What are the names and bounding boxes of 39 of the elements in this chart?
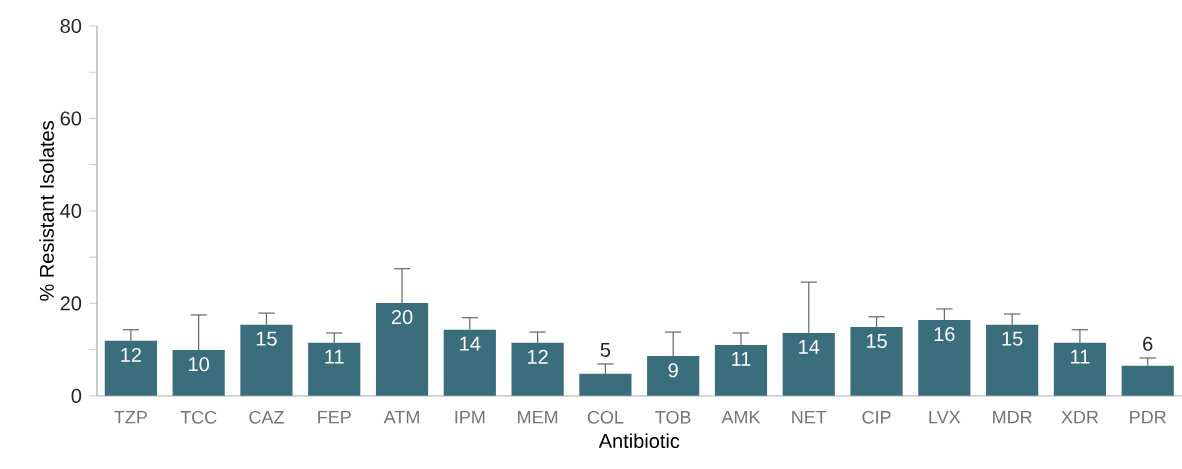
x-tick-label: NET [792, 410, 827, 424]
data-label: 9 [668, 363, 678, 378]
x-tick-label: ATM [383, 410, 419, 424]
x-tick-label: CIP [862, 410, 891, 424]
x-tick-label: TOB [655, 410, 691, 424]
x-tick-label: TCC [180, 410, 217, 424]
data-label: 15 [866, 334, 887, 349]
data-label: 11 [325, 349, 344, 364]
x-tick-label: TZP [114, 410, 147, 424]
y-tick-label: 40 [60, 203, 82, 219]
x-tick-label: IPM [455, 410, 485, 424]
data-label: 20 [391, 310, 413, 325]
data-label: 10 [189, 357, 209, 372]
y-tick-label: 0 [71, 388, 82, 403]
x-tick-label: LVX [929, 410, 961, 424]
x-tick-label: COL [587, 410, 624, 424]
data-label: 6 [1143, 336, 1153, 351]
x-tick-label: FEP [318, 410, 351, 424]
data-label: 12 [121, 347, 141, 362]
y-tick-label: 60 [60, 111, 82, 126]
data-label: 16 [934, 327, 955, 342]
x-axis-title: Antibiotic [598, 433, 680, 449]
data-label: 14 [799, 340, 820, 354]
x-tick-label: PDR [1130, 410, 1166, 424]
y-tick-label: 20 [60, 296, 82, 311]
data-label: 12 [528, 349, 548, 364]
data-label: 15 [256, 331, 277, 346]
x-tick-label: AMK [721, 410, 761, 424]
x-tick-label: XDR [1061, 410, 1099, 424]
data-label: 11 [732, 352, 751, 366]
y-axis-title: % Resistant Isolates [39, 121, 54, 301]
x-tick-label: MEM [518, 410, 558, 424]
x-tick-label: MDR [993, 410, 1032, 424]
x-tick-label: CAZ [249, 410, 284, 424]
data-label: 11 [1071, 349, 1090, 364]
data-label: 15 [1002, 331, 1023, 346]
data-label: 5 [600, 343, 611, 357]
data-label: 14 [460, 336, 481, 351]
y-tick-label: 80 [60, 18, 82, 34]
